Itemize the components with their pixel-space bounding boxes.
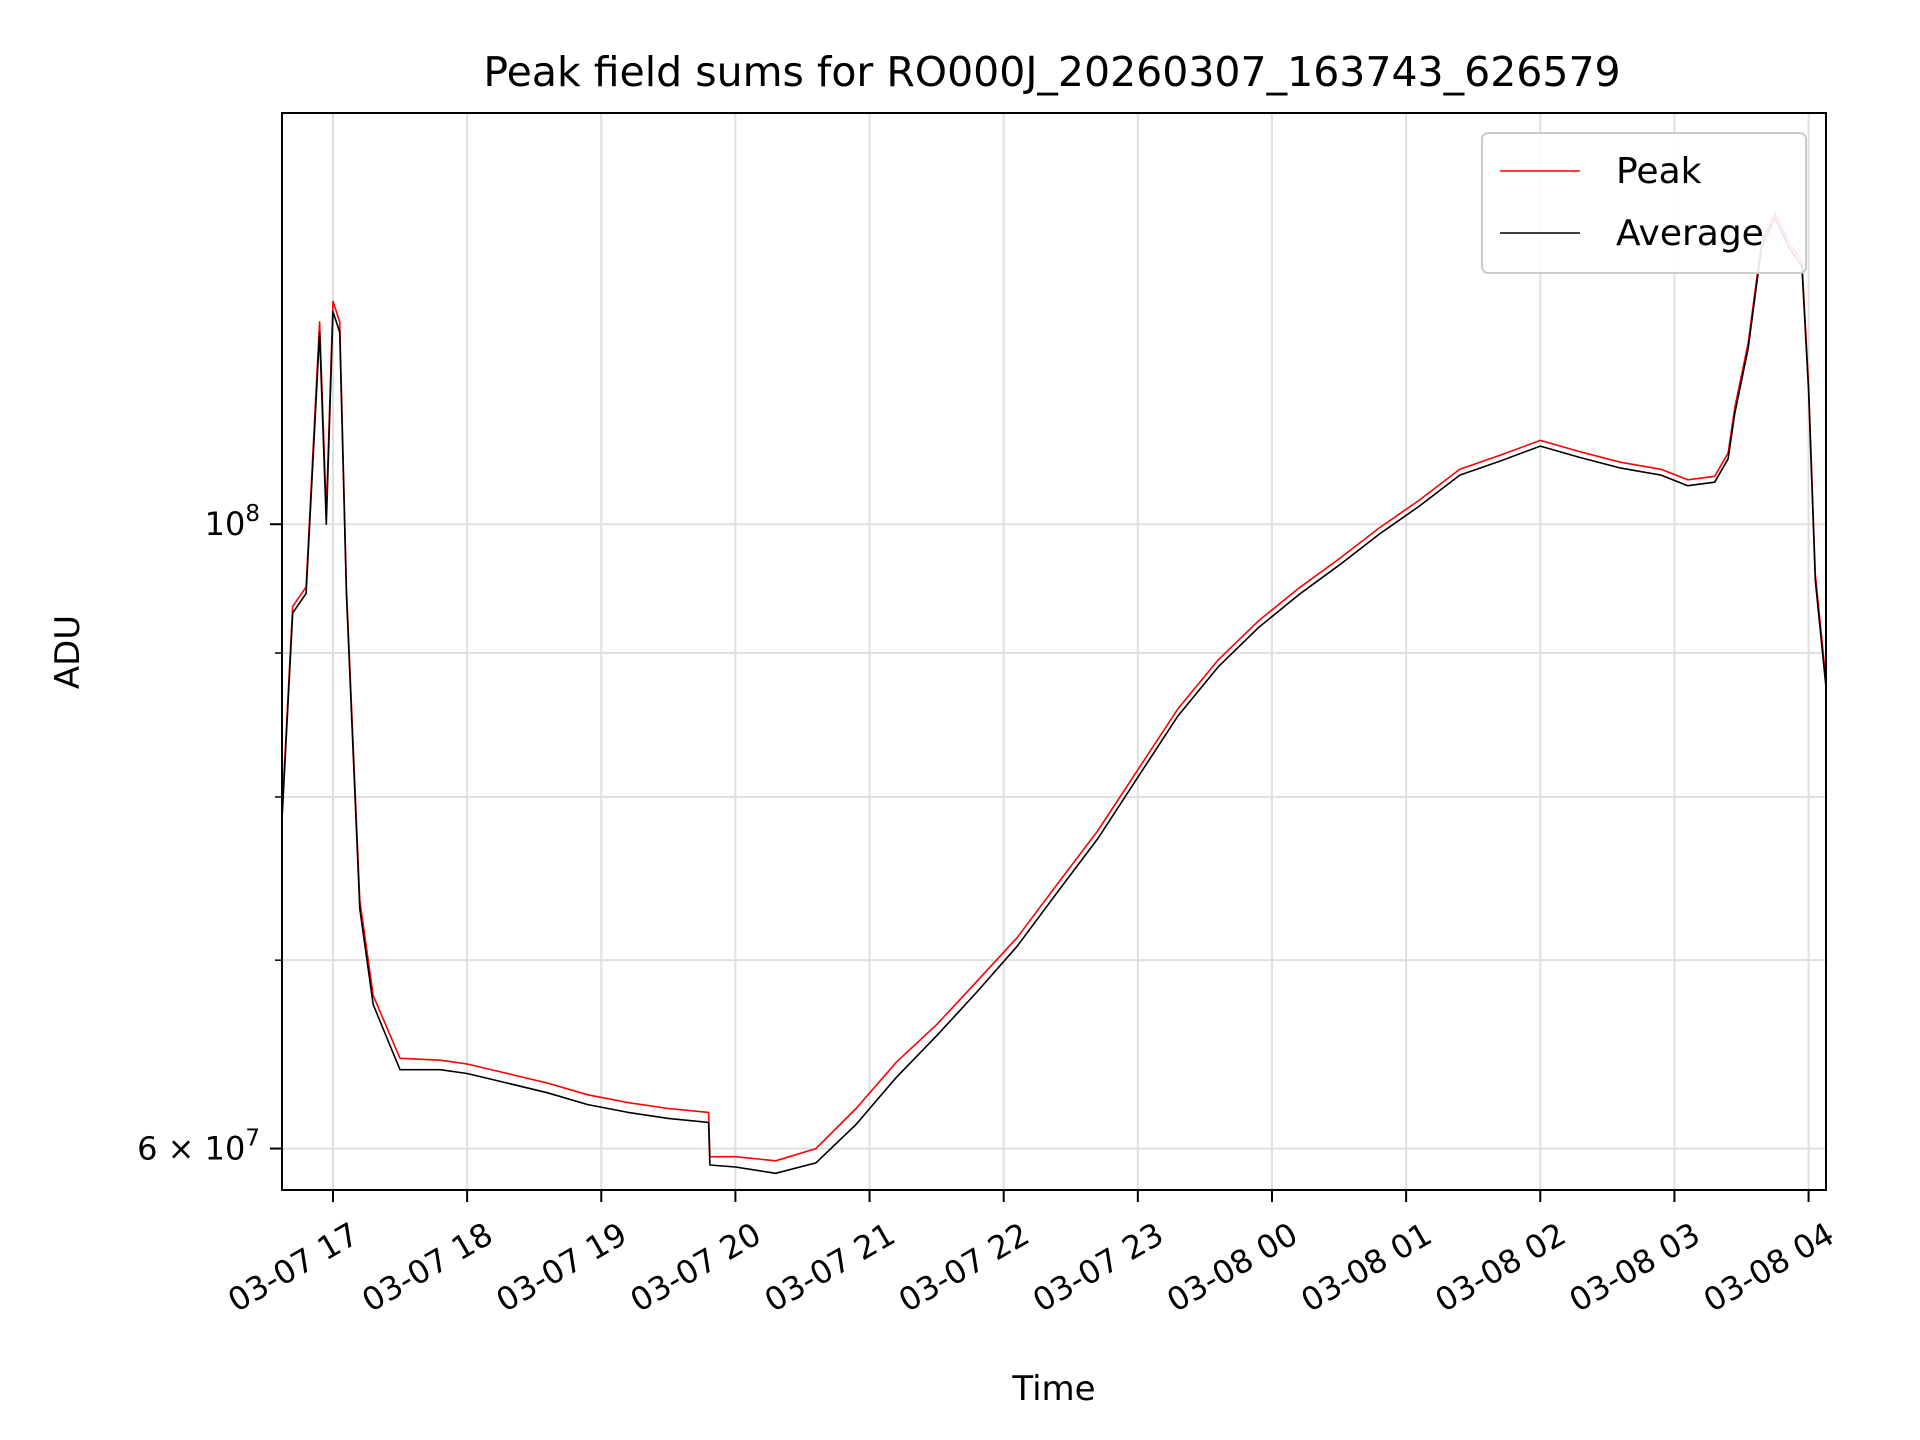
- y-axis: 108 6 × 107: [137, 501, 282, 1168]
- plot-lines: [282, 212, 1826, 1175]
- grid: [282, 113, 1826, 1190]
- legend: Peak Average: [1481, 132, 1807, 274]
- legend-label-peak: Peak: [1616, 151, 1702, 192]
- chart-title: Peak field sums for RO000J_20260307_1637…: [483, 48, 1620, 96]
- legend-box: [1481, 132, 1807, 274]
- series-line-peak: [282, 212, 1826, 1162]
- y-tick-label: 108: [205, 501, 260, 543]
- legend-label-average: Average: [1616, 213, 1764, 254]
- plot-frame: [281, 112, 1827, 1191]
- series-line-average: [282, 217, 1826, 1175]
- x-axis-label: Time: [1011, 1369, 1095, 1409]
- y-axis-label: ADU: [48, 615, 88, 689]
- y-tick-label: 6 × 107: [137, 1126, 260, 1168]
